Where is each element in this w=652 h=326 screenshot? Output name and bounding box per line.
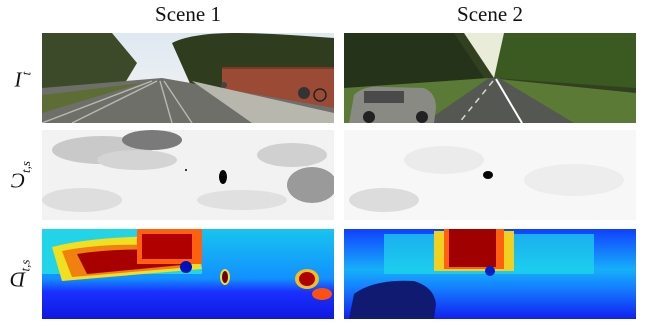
column-title-scene-1: Scene 1 <box>155 2 221 26</box>
row-label-depth: Dt,s <box>10 259 34 292</box>
column-title-scene-2: Scene 2 <box>457 2 523 26</box>
scene2-confidence-map <box>344 130 636 220</box>
scene1-rgb-image <box>42 33 334 123</box>
scene1-confidence-map <box>42 130 334 220</box>
scene2-depth-map <box>344 229 636 319</box>
scene2-rgb-image <box>344 33 636 123</box>
row-label-confidence: Ct,s <box>11 161 34 193</box>
row-label-image: It <box>14 67 34 92</box>
scene1-depth-map <box>42 229 334 319</box>
